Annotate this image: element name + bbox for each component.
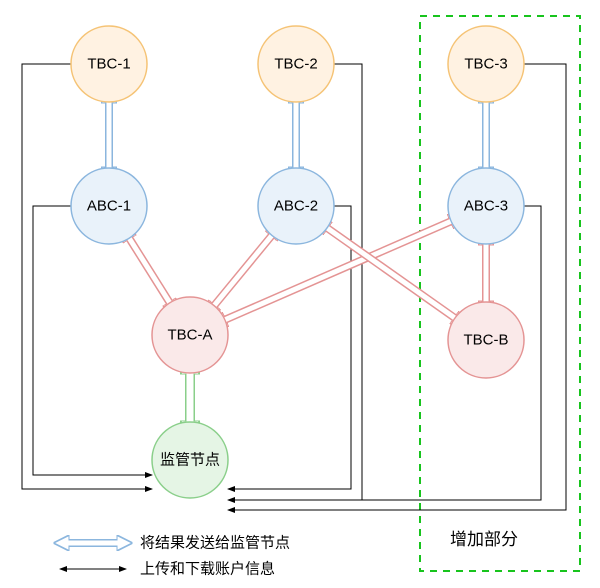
legend-double-label: 将结果发送给监管节点 bbox=[140, 535, 290, 552]
node-label: TBC-3 bbox=[464, 56, 507, 73]
thin-edge bbox=[228, 206, 351, 489]
node-tbcb: TBC-B bbox=[448, 302, 524, 378]
node-label: TBC-A bbox=[168, 327, 213, 344]
node-abc1: ABC-1 bbox=[71, 168, 147, 244]
node-tbc1: TBC-1 bbox=[71, 26, 147, 102]
node-label: 监管节点 bbox=[160, 452, 220, 469]
node-tbca: TBC-A bbox=[152, 297, 228, 373]
node-tbc2: TBC-2 bbox=[258, 26, 334, 102]
node-label: TBC-1 bbox=[87, 56, 130, 73]
node-tbc3: TBC-3 bbox=[448, 26, 524, 102]
node-abc2: ABC-2 bbox=[258, 168, 334, 244]
node-label: ABC-2 bbox=[274, 198, 318, 215]
node-label: TBC-B bbox=[464, 332, 509, 349]
legend-thin-label: 上传和下载账户信息 bbox=[140, 561, 275, 578]
node-label: ABC-3 bbox=[464, 198, 508, 215]
node-abc3: ABC-3 bbox=[448, 168, 524, 244]
thin-edge bbox=[228, 64, 566, 510]
thin-edge bbox=[22, 64, 152, 489]
node-reg: 监管节点 bbox=[152, 422, 228, 498]
node-label: TBC-2 bbox=[274, 56, 317, 73]
added-section-label: 增加部分 bbox=[450, 530, 518, 549]
node-label: ABC-1 bbox=[87, 198, 131, 215]
